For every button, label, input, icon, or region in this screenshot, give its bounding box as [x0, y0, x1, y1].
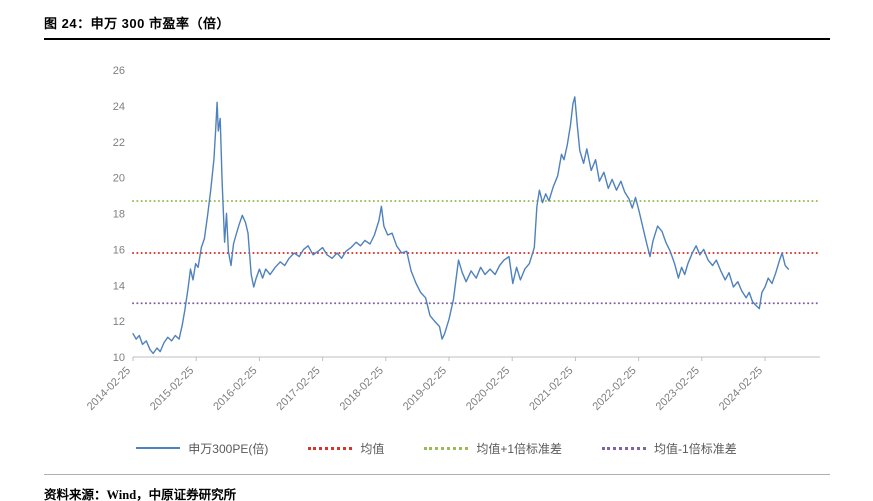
x-tick-label: 2024-02-25 [717, 365, 765, 413]
legend-label: 均值 [360, 441, 385, 456]
figure-footer: 资料来源：Wind，中原证券研究所 [44, 474, 830, 501]
legend-swatch-sw300pe [136, 447, 181, 449]
legend-label: 均值-1倍标准差 [654, 441, 737, 456]
legend-label: 申万300PE(倍) [188, 441, 269, 456]
pe-line-chart: 10 12 14 16 18 20 22 24 26 2014-02-25 2015-02-25 20… [85, 65, 821, 413]
legend-swatch-mean-minus-1std [602, 446, 647, 450]
x-tick-label: 2014-02-25 [85, 365, 133, 413]
x-tick-label: 2023-02-25 [654, 365, 702, 413]
figure-header: 图 24：申万 300 市盈率（倍） [44, 0, 830, 40]
y-tick-label: 16 [113, 244, 125, 256]
y-tick-label: 14 [113, 280, 125, 292]
legend-swatch-mean-plus-1std [424, 446, 469, 450]
x-tick-label: 2020-02-25 [464, 365, 512, 413]
chart-area: 10 12 14 16 18 20 22 24 26 2014-02-25 2015-02-25 20… [0, 40, 873, 460]
y-tick-label: 12 [113, 316, 125, 328]
legend-item-mean: 均值 [308, 440, 384, 457]
x-tick-label: 2016-02-25 [211, 365, 259, 413]
source-note: 资料来源：Wind，中原证券研究所 [44, 488, 237, 501]
series-line-sw300pe [132, 96, 790, 355]
x-tick-label: 2018-02-25 [338, 365, 386, 413]
legend-item-mean-minus-1std: 均值-1倍标准差 [602, 440, 737, 457]
legend-swatch-mean [308, 446, 353, 450]
x-tick-label: 2017-02-25 [274, 365, 322, 413]
x-tick-label: 2019-02-25 [401, 365, 449, 413]
y-tick-label: 10 [113, 352, 125, 364]
y-tick-label: 20 [113, 173, 125, 185]
y-tick-label: 22 [113, 137, 125, 149]
x-tick-label: 2021-02-25 [527, 365, 575, 413]
legend-label: 均值+1倍标准差 [476, 441, 563, 456]
x-tick-label: 2015-02-25 [148, 365, 196, 413]
figure-title: 图 24：申万 300 市盈率（倍） [44, 16, 230, 31]
y-tick-label: 24 [113, 101, 125, 113]
y-tick-label: 26 [113, 65, 125, 77]
y-tick-label: 18 [113, 209, 125, 221]
chart-legend: 申万300PE(倍) 均值 均值+1倍标准差 均值-1倍标准差 [0, 436, 873, 460]
x-tick-label: 2022-02-25 [590, 365, 638, 413]
legend-item-sw300pe: 申万300PE(倍) [136, 440, 268, 457]
legend-item-mean-plus-1std: 均值+1倍标准差 [424, 440, 562, 457]
